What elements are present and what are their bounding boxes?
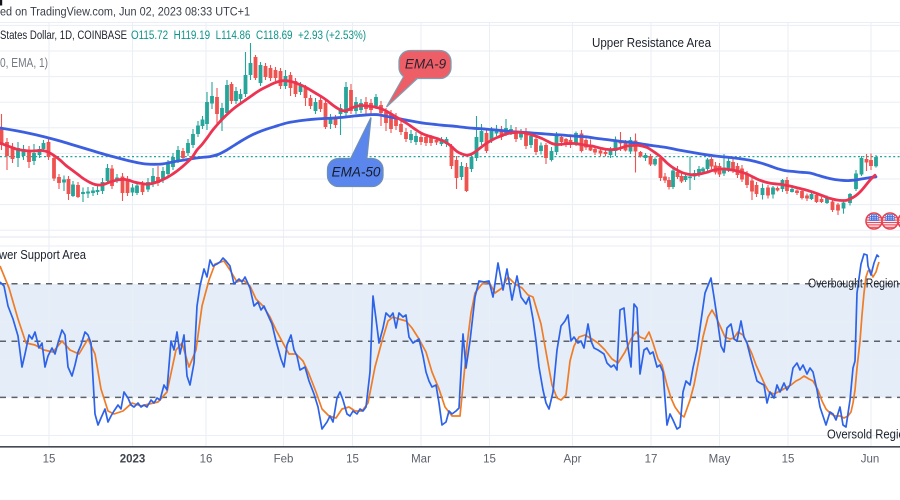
svg-text:EMA-50: EMA-50 bbox=[332, 165, 381, 180]
svg-text:17: 17 bbox=[645, 454, 658, 466]
svg-text:EMA-9: EMA-9 bbox=[405, 57, 447, 72]
svg-text:Apr: Apr bbox=[564, 454, 582, 466]
svg-text:Jun: Jun bbox=[861, 454, 880, 466]
svg-text:2023: 2023 bbox=[120, 454, 146, 466]
svg-text:15: 15 bbox=[346, 454, 359, 466]
svg-text:O115.72 H119.19 L114.86 C11: O115.72 H119.19 L114.86 C118.69 +2.93 (+… bbox=[131, 28, 366, 42]
svg-text:wer Support Area: wer Support Area bbox=[0, 247, 87, 262]
svg-text:ed on TradingView.com, Jun 02,: ed on TradingView.com, Jun 02, 2023 08:3… bbox=[0, 5, 250, 19]
svg-text:Upper Resistance Area: Upper Resistance Area bbox=[592, 35, 712, 50]
svg-text:Oversold Region: Oversold Region bbox=[827, 427, 900, 442]
svg-text:Feb: Feb bbox=[274, 454, 294, 466]
svg-text:May: May bbox=[709, 454, 731, 466]
svg-text:15: 15 bbox=[782, 454, 795, 466]
svg-text:16: 16 bbox=[200, 454, 213, 466]
svg-text:States Dollar, 1D, COINBASE: States Dollar, 1D, COINBASE bbox=[0, 28, 127, 42]
svg-text:Mar: Mar bbox=[411, 454, 431, 466]
svg-text:Overbought Region: Overbought Region bbox=[808, 276, 899, 291]
svg-text:0, EMA, 1): 0, EMA, 1) bbox=[0, 56, 48, 70]
svg-text:15: 15 bbox=[483, 454, 496, 466]
svg-text:15: 15 bbox=[43, 454, 56, 466]
